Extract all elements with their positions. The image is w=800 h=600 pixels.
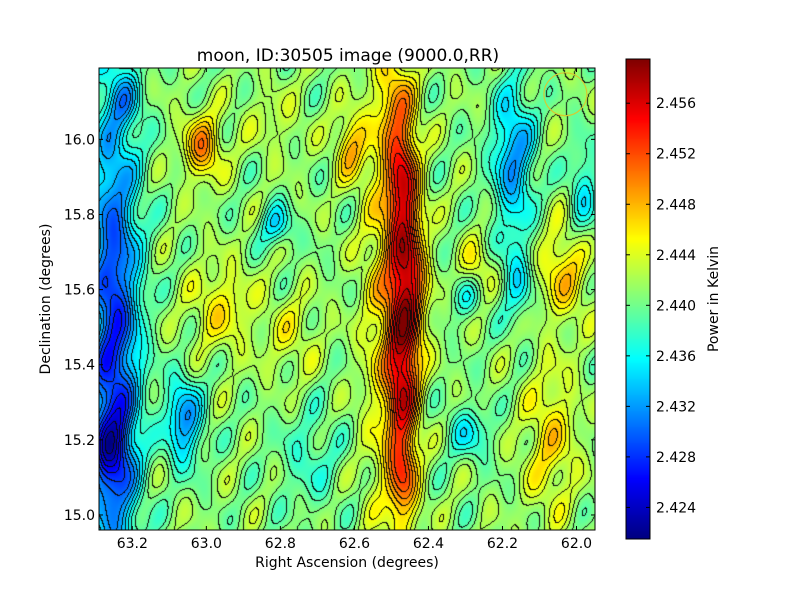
y-tick-label: 16.0 [64,132,95,148]
x-axis: 63.2 63.0 62.8 62.6 62.4 62.2 62.0 [117,68,592,552]
y-tick-label: 15.4 [64,358,95,374]
colorbar-tick-label: 2.440 [656,298,696,314]
x-tick-label: 62.6 [339,536,370,552]
plot-frame [98,67,596,531]
colorbar-label: Power in Kelvin [706,246,722,352]
y-axis: 15.0 15.2 15.4 15.6 15.8 16.0 [64,132,595,524]
colorbar-tick-label: 2.436 [656,349,696,365]
x-tick-label: 63.0 [191,536,222,552]
x-tick-label: 62.8 [265,536,296,552]
colorbar-tick-label: 2.452 [656,147,696,163]
beam-marker [543,72,588,117]
y-axis-label: Declination (degrees) [38,224,54,375]
x-tick-label: 63.2 [117,536,148,552]
plot-area [98,67,596,531]
chart-title: moon, ID:30505 image (9000.0,RR) [197,46,499,66]
colorbar-ticks: 2.424 2.428 2.432 2.436 2.440 2.444 2.448 2.452… [626,96,696,516]
colorbar-tick-label: 2.456 [656,96,696,112]
heatmap-image [99,68,595,530]
colorbar-tick-label: 2.444 [656,248,696,264]
x-tick-label: 62.4 [413,536,444,552]
y-tick-label: 15.6 [64,283,95,299]
y-tick-label: 15.0 [64,508,95,524]
colorbar-gradient [626,59,650,539]
x-axis-label: Right Ascension (degrees) [255,555,439,571]
colorbar-tick-label: 2.448 [656,197,696,213]
colorbar: 2.424 2.428 2.432 2.436 2.440 2.444 2.448 2.452… [625,58,696,540]
colorbar-frame [625,58,651,540]
y-tick-label: 15.2 [64,433,95,449]
x-tick-label: 62.2 [487,536,518,552]
y-tick-label: 15.8 [64,207,95,223]
colorbar-tick-label: 2.428 [656,450,696,466]
colorbar-tick-label: 2.424 [656,500,696,516]
colorbar-tick-label: 2.432 [656,399,696,415]
x-tick-label: 62.0 [561,536,592,552]
